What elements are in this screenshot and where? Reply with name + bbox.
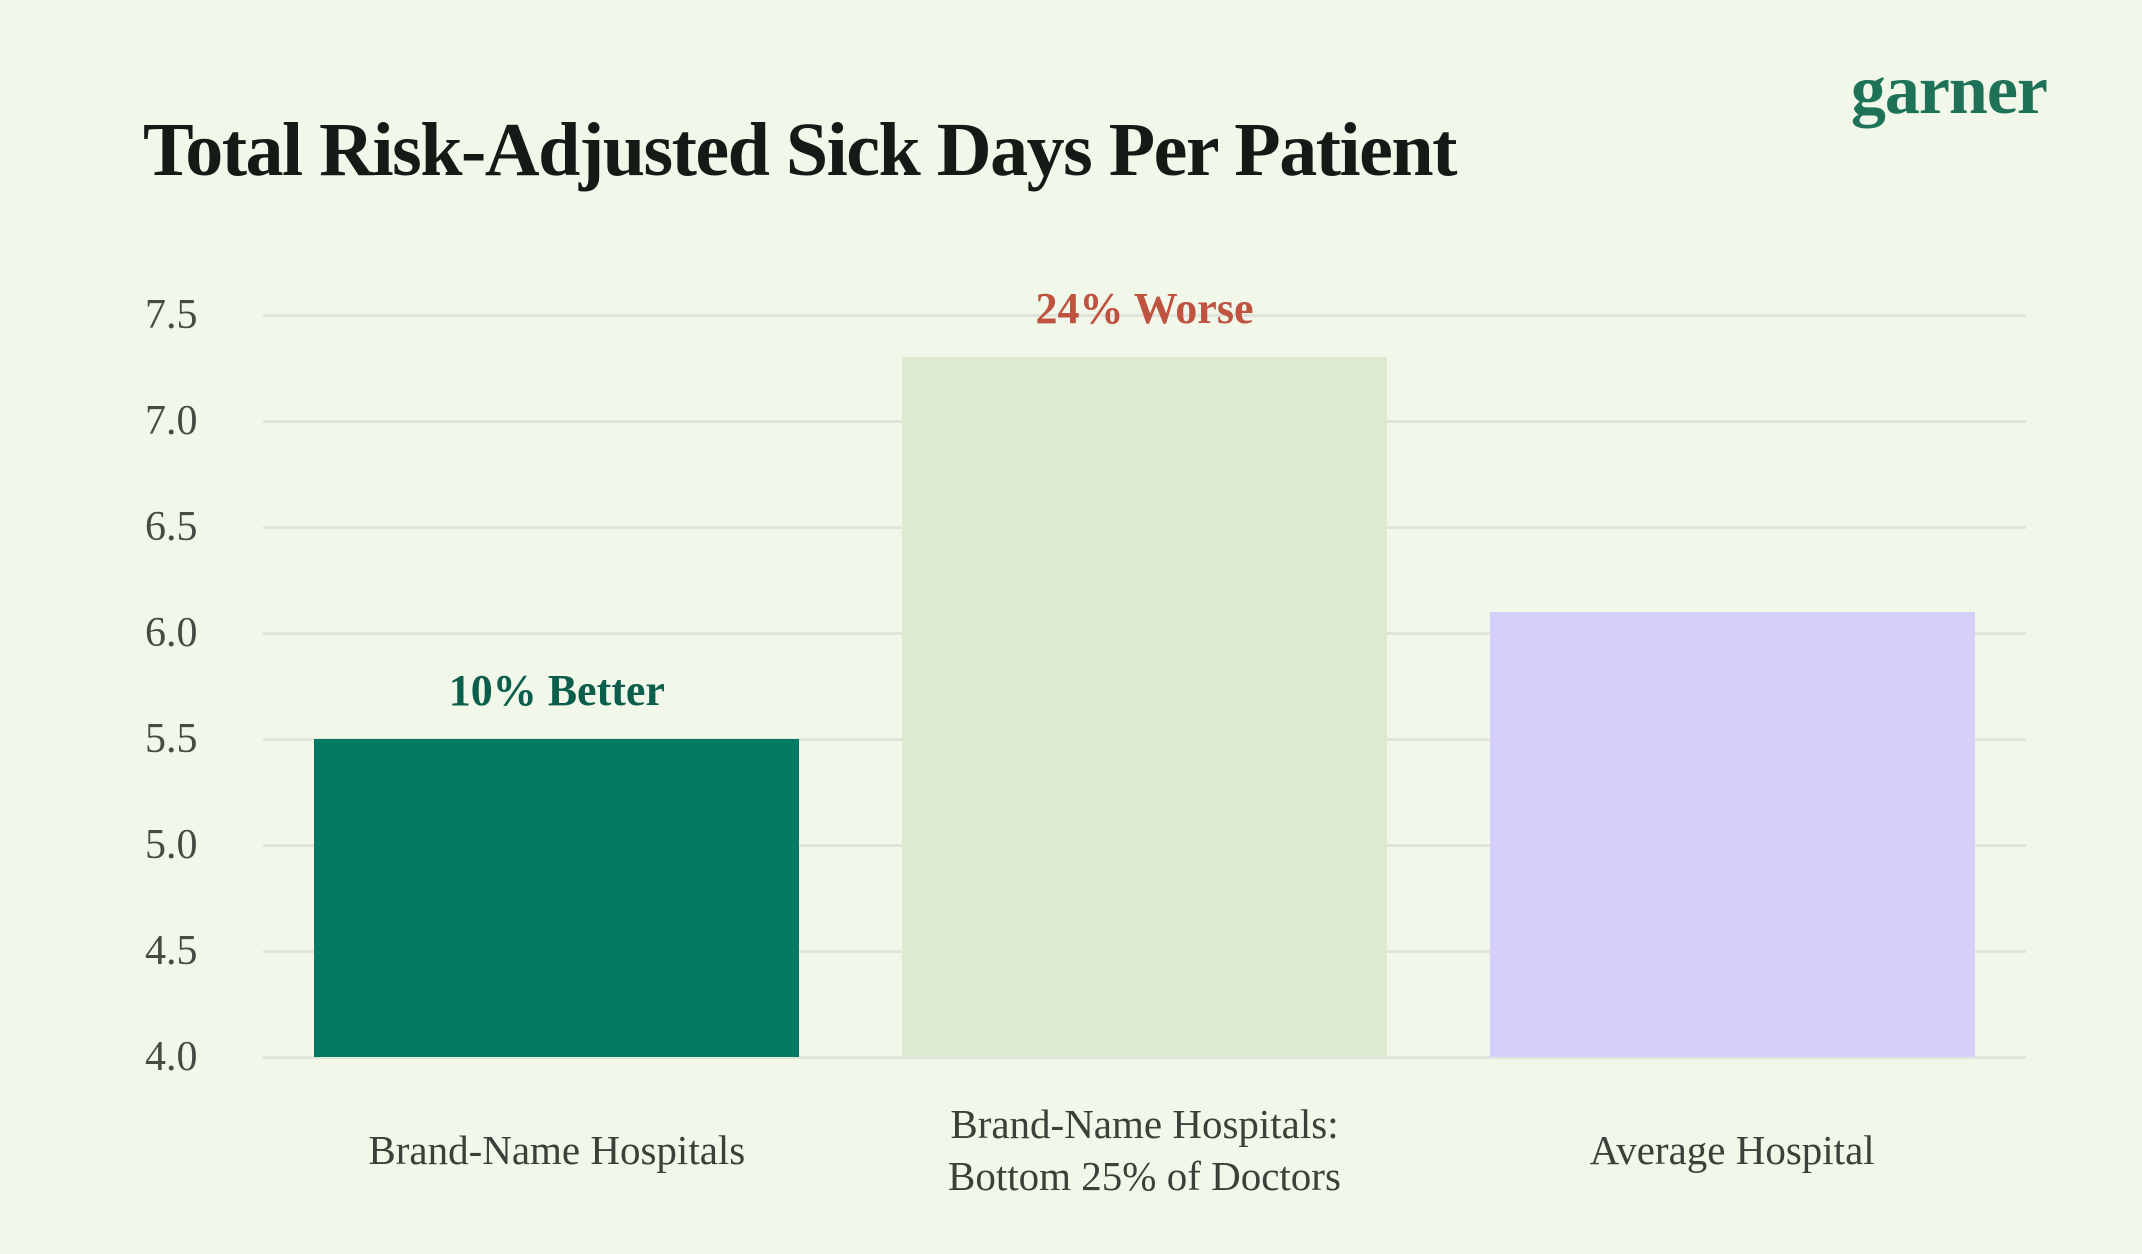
chart-title: Total Risk-Adjusted Sick Days Per Patien… [143, 108, 1457, 192]
y-tick-label: 5.0 [145, 822, 198, 868]
garner-logo: garner [1850, 52, 2048, 129]
bar-3 [1489, 611, 1975, 1057]
x-category-label: Brand-Name Hospitals: Bottom 25% of Docto… [851, 1085, 1439, 1215]
y-tick-label: 6.0 [145, 610, 198, 656]
x-category-label-line: Brand-Name Hospitals: [950, 1101, 1339, 1147]
gridline-7.5 [263, 313, 2026, 317]
x-category-label-line: Bottom 25% of Doctors [948, 1153, 1341, 1199]
bar-annotation: 24% Worse [1035, 284, 1254, 334]
x-category-label: Average Hospital [1438, 1085, 2026, 1215]
y-tick-label: 7.5 [145, 292, 198, 338]
y-tick-label: 7.0 [145, 398, 198, 444]
y-tick-label: 4.0 [145, 1034, 198, 1080]
x-category-label-line: Average Hospital [1589, 1127, 1875, 1173]
bar-1 [314, 739, 800, 1057]
bar-annotation: 10% Better [448, 666, 665, 715]
y-tick-label: 5.5 [145, 716, 198, 762]
y-tick-label: 4.5 [145, 928, 198, 974]
y-tick-label: 6.5 [145, 504, 198, 550]
x-category-label-line: Brand-Name Hospitals [368, 1127, 746, 1173]
x-category-label: Brand-Name Hospitals [263, 1085, 851, 1215]
gridline-4.0 [263, 1055, 2026, 1059]
bar-2 [902, 357, 1387, 1057]
